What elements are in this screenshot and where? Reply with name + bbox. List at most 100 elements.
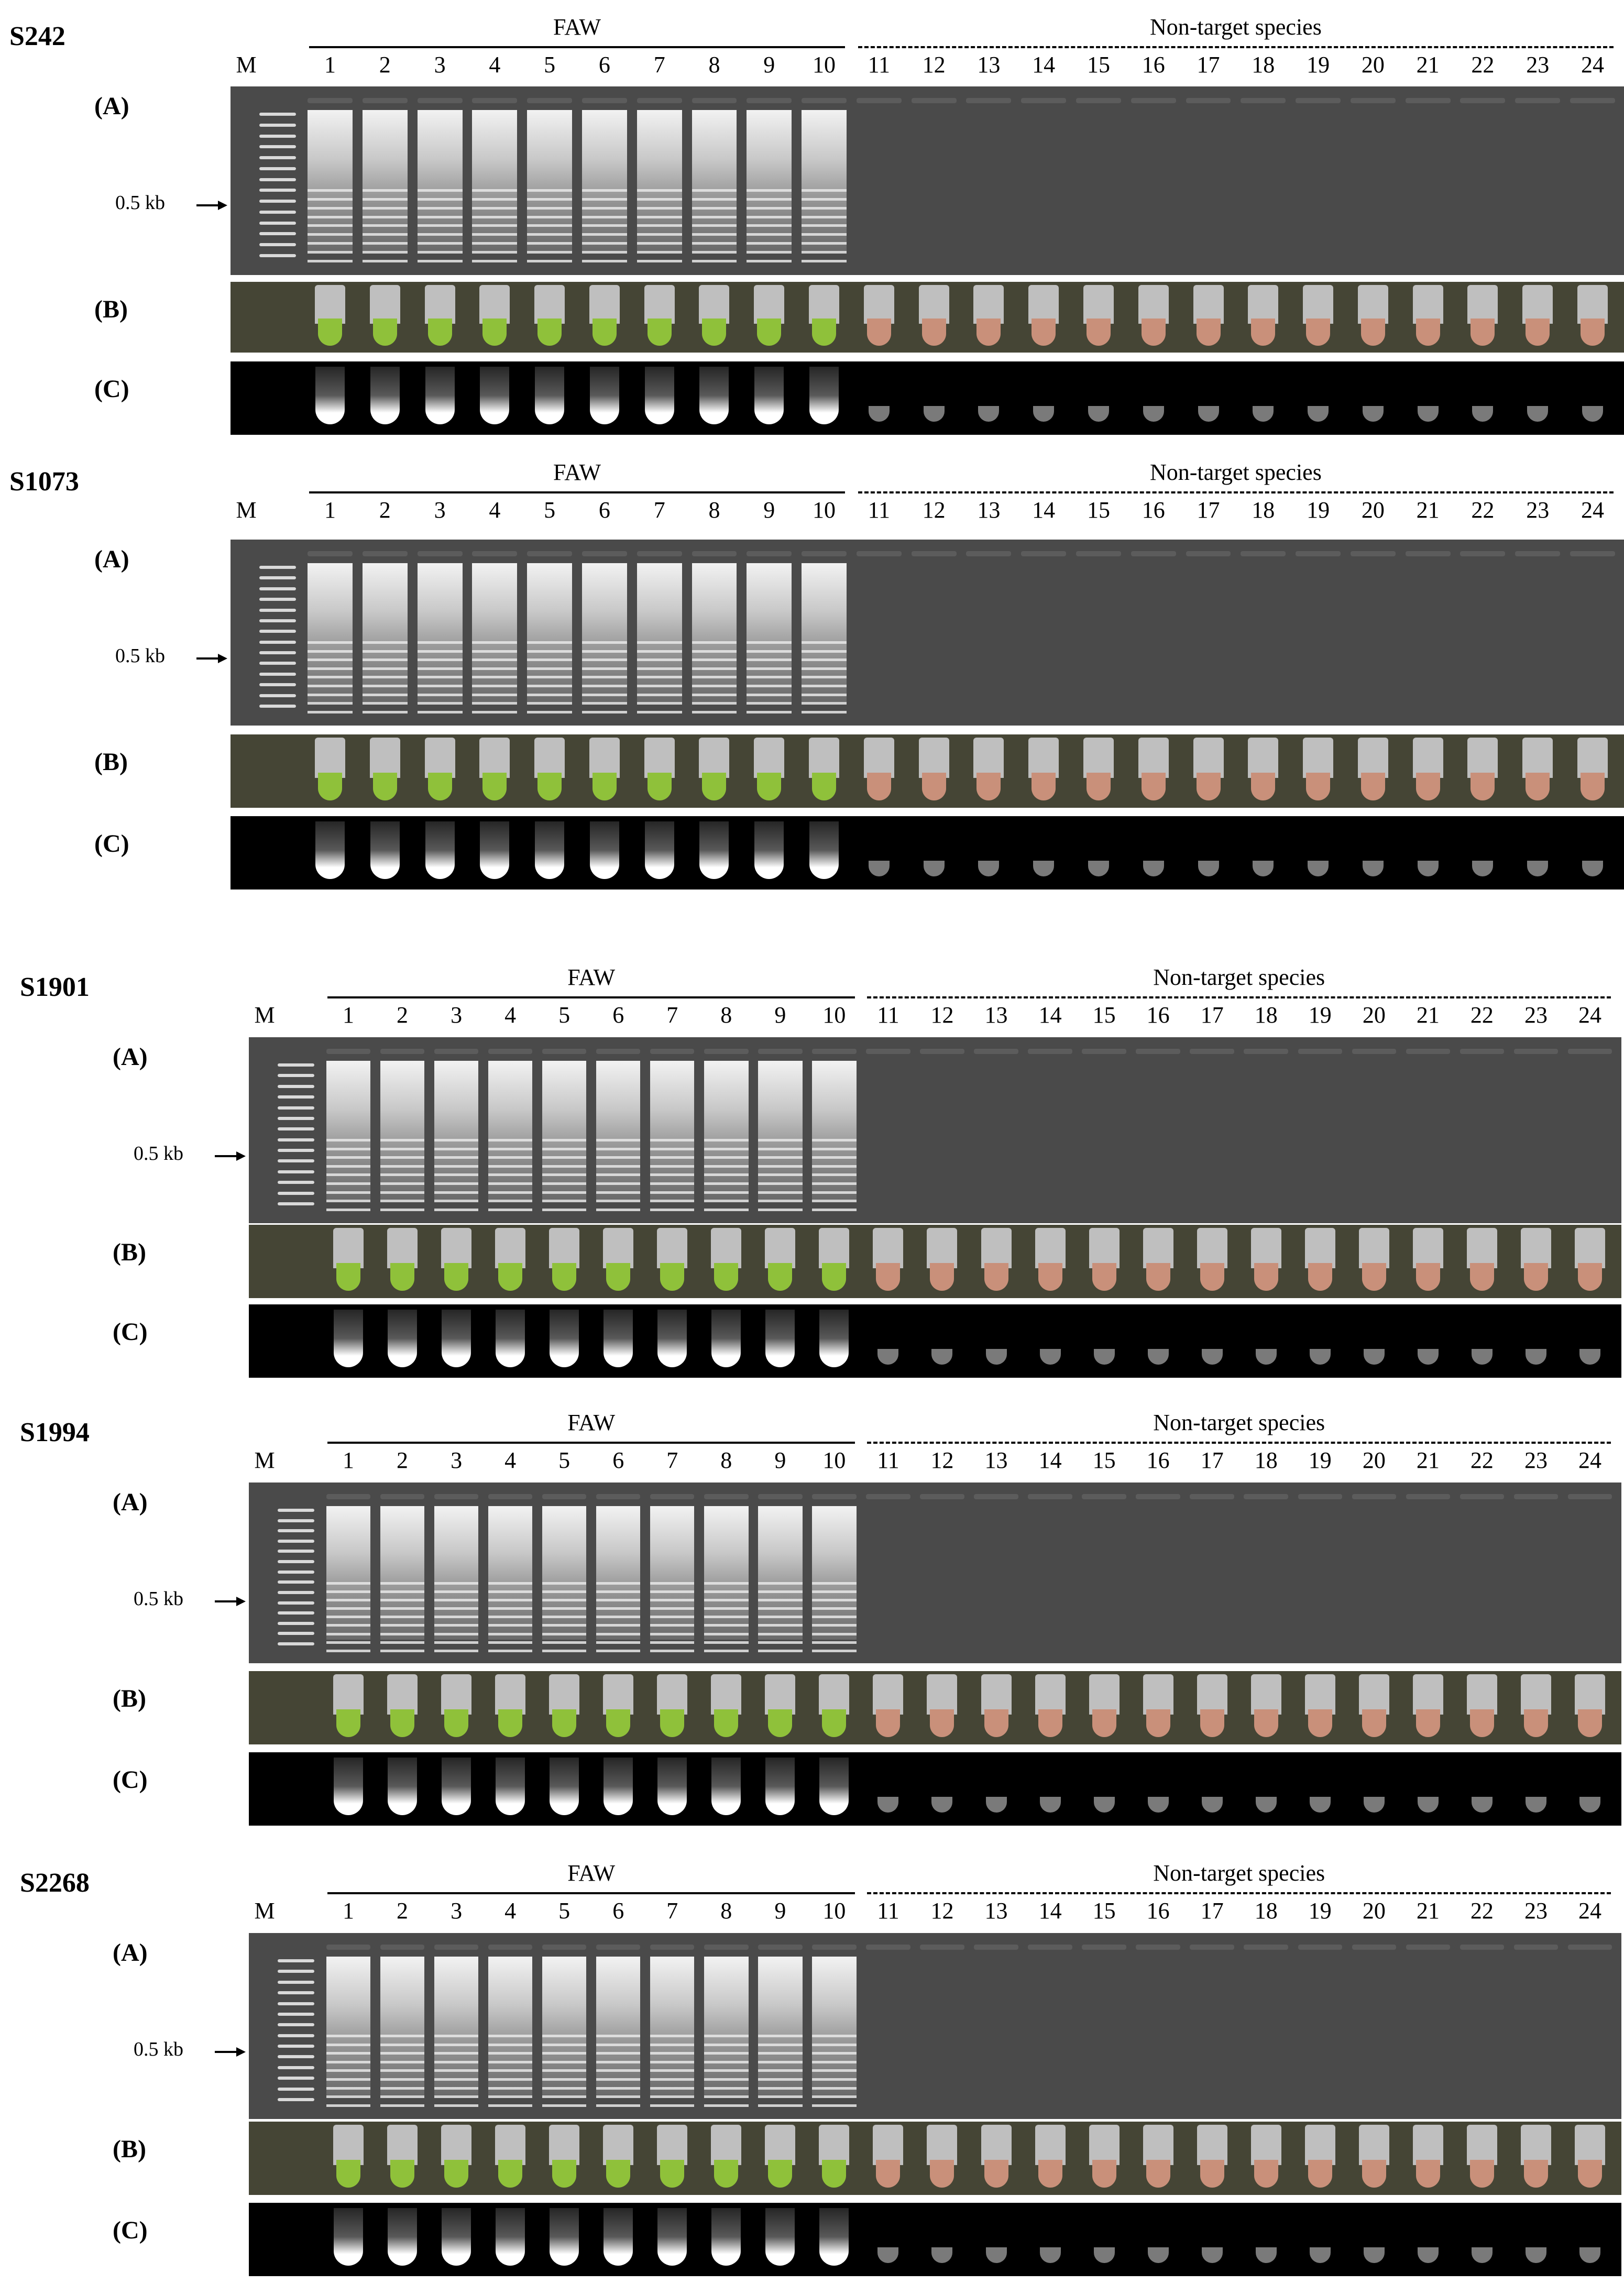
lane-number: 3 bbox=[451, 1002, 463, 1028]
uv-photo-panel bbox=[231, 361, 1624, 435]
lane-number: 18 bbox=[1252, 497, 1275, 523]
lane-band bbox=[362, 658, 408, 662]
lane-band bbox=[488, 1208, 533, 1211]
positive-lane bbox=[362, 110, 408, 262]
ladder-band bbox=[278, 1632, 314, 1635]
lane-band bbox=[650, 1590, 695, 1593]
positive-lane bbox=[488, 1061, 533, 1211]
ladder-band bbox=[259, 640, 296, 644]
reaction-tube bbox=[424, 285, 455, 349]
tube-photo-panel bbox=[231, 734, 1624, 808]
uv-dim-tube bbox=[1471, 1797, 1493, 1813]
tube-body bbox=[1143, 1228, 1173, 1268]
lane-band bbox=[812, 1624, 857, 1627]
ladder-band bbox=[278, 2087, 314, 2091]
lane-smear bbox=[542, 1957, 587, 2095]
reaction-tube bbox=[1412, 285, 1443, 349]
tube-body bbox=[1250, 1674, 1281, 1715]
reaction-tube bbox=[333, 1228, 364, 1295]
lane-band bbox=[434, 1156, 479, 1159]
lane-band bbox=[812, 1632, 857, 1635]
tube-body bbox=[973, 285, 1004, 324]
gel-well bbox=[1513, 1049, 1559, 1054]
uv-dim-tube bbox=[923, 406, 945, 422]
lane-band bbox=[527, 667, 573, 670]
reaction-tube bbox=[315, 285, 345, 349]
lane-smear bbox=[650, 1506, 695, 1640]
uv-dim-tube bbox=[1417, 1349, 1439, 1365]
lane-band bbox=[527, 233, 573, 236]
ladder-band bbox=[259, 189, 296, 192]
lane-band bbox=[704, 2087, 749, 2090]
lane-number: 4 bbox=[504, 1002, 517, 1028]
ladder-band bbox=[278, 1149, 314, 1152]
lane-band bbox=[812, 1191, 857, 1194]
tube-solution bbox=[876, 2159, 901, 2188]
ladder-band bbox=[278, 1509, 314, 1512]
lane-band bbox=[637, 233, 682, 236]
ladder-band bbox=[278, 1127, 314, 1131]
uv-dim-tube bbox=[868, 406, 890, 422]
reaction-tube bbox=[918, 285, 949, 349]
lane-number: 6 bbox=[612, 1002, 624, 1028]
lane-number: 20 bbox=[1361, 497, 1385, 523]
lane-band bbox=[434, 1582, 479, 1585]
lane-band bbox=[650, 1208, 695, 1211]
uv-dim-tube bbox=[1579, 1349, 1600, 1365]
positive-lane bbox=[326, 1061, 371, 1211]
lane-band bbox=[488, 1616, 533, 1619]
tube-body bbox=[1083, 285, 1114, 324]
tube-solution bbox=[1526, 318, 1550, 346]
reaction-tube bbox=[441, 2125, 472, 2192]
lane-band bbox=[362, 667, 408, 670]
uv-fluorescent-tube bbox=[496, 1758, 525, 1815]
uv-dim-tube bbox=[1472, 406, 1494, 422]
lane-band bbox=[758, 1624, 803, 1627]
lane-band bbox=[362, 206, 408, 210]
tube-body bbox=[1577, 738, 1608, 778]
lane-band bbox=[326, 1590, 371, 1593]
lane-band bbox=[758, 2052, 803, 2055]
tube-body bbox=[1520, 1228, 1551, 1268]
ladder-band bbox=[278, 1642, 314, 1645]
uv-fluorescent-tube bbox=[442, 1310, 471, 1367]
lane-band bbox=[308, 189, 353, 192]
lane-band bbox=[417, 702, 463, 705]
ladder-band bbox=[259, 254, 296, 257]
lane-smear bbox=[812, 1506, 857, 1640]
gel-well bbox=[380, 1494, 425, 1499]
tube-solution bbox=[482, 772, 507, 801]
ladder-band bbox=[259, 210, 296, 214]
lane-band bbox=[542, 1208, 587, 1211]
lane-band bbox=[650, 2069, 695, 2072]
lane-band bbox=[650, 1173, 695, 1177]
row-label-b: (B) bbox=[94, 295, 128, 323]
gel-well bbox=[308, 551, 353, 556]
lane-band bbox=[692, 710, 737, 713]
tube-body bbox=[711, 1674, 742, 1715]
lane-band bbox=[472, 702, 518, 705]
lane-band bbox=[812, 1616, 857, 1619]
reaction-tube bbox=[1522, 285, 1553, 349]
lane-band bbox=[472, 684, 518, 687]
reaction-tube bbox=[589, 285, 620, 349]
lane-band bbox=[758, 1139, 803, 1142]
lane-band bbox=[434, 2095, 479, 2099]
gel-well bbox=[362, 551, 408, 556]
lane-smear bbox=[802, 563, 847, 702]
gel-well bbox=[1190, 1049, 1234, 1054]
lane-band bbox=[812, 2035, 857, 2038]
lane-number: 10 bbox=[822, 1898, 846, 1924]
reaction-tube bbox=[1358, 1228, 1389, 1295]
lane-band bbox=[747, 684, 792, 687]
reaction-tube bbox=[1467, 285, 1498, 349]
reaction-tube bbox=[927, 1674, 958, 1741]
positive-lane bbox=[380, 1061, 425, 1211]
uv-dim-tube bbox=[978, 861, 1000, 876]
tube-body bbox=[315, 285, 345, 324]
tube-body bbox=[1197, 1228, 1227, 1268]
tube-body bbox=[534, 285, 565, 324]
reaction-tube bbox=[1083, 738, 1114, 805]
uv-dim-tube bbox=[1582, 861, 1603, 876]
positive-lane bbox=[488, 1506, 533, 1652]
